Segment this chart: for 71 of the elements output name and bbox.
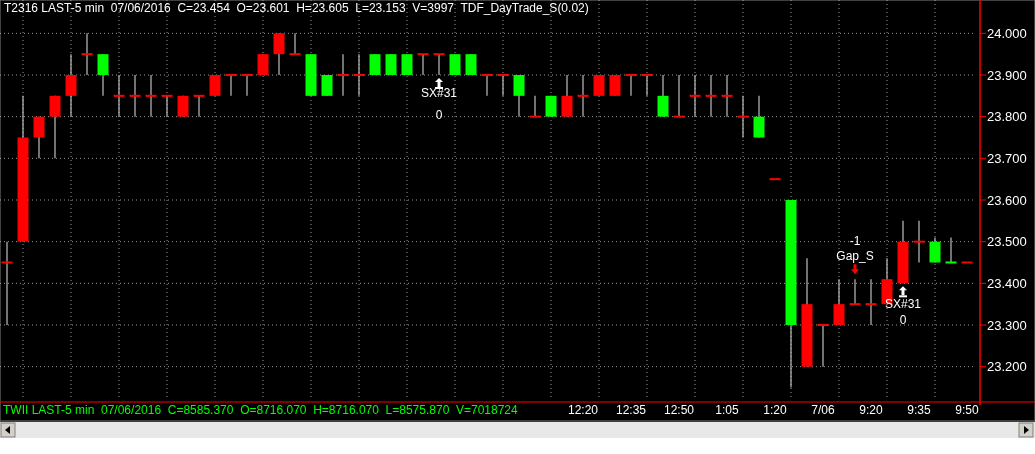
candlestick — [273, 32, 285, 76]
candlestick — [529, 95, 541, 118]
candlestick — [145, 74, 157, 118]
candlestick — [97, 53, 109, 97]
candlestick — [945, 236, 957, 264]
candlestick — [289, 32, 301, 56]
candlestick — [65, 53, 77, 118]
candlestick — [417, 53, 429, 76]
y-tick-label: 23.300 — [987, 317, 1027, 333]
candlestick — [129, 74, 141, 118]
candlestick — [737, 95, 749, 139]
y-tick-label: 23.900 — [987, 67, 1027, 83]
candlestick — [817, 324, 829, 368]
candlestick — [81, 32, 93, 76]
candlestick — [625, 74, 637, 97]
candlestick — [561, 74, 573, 118]
text: TWII LAST-5 min 07/06/2016 C=8585.370 O=8716.070 H=8716.070 L=8575.870 V=7018724 — [3, 403, 519, 417]
annotation: Gap_S — [836, 249, 874, 264]
candlestick — [913, 220, 925, 264]
candlestick — [641, 74, 653, 97]
candlestick — [209, 74, 221, 97]
annotation: SX#31 — [884, 296, 922, 311]
candlestick — [353, 53, 365, 97]
candlestick — [593, 74, 605, 97]
candlestick — [673, 74, 685, 118]
candlestick — [577, 74, 589, 118]
y-tick-label: 23.400 — [987, 275, 1027, 291]
annotation: SX#31 — [420, 86, 458, 101]
candlestick — [241, 74, 253, 97]
y-tick-label: 23.800 — [987, 109, 1027, 125]
x-tick-label: 9:20 — [859, 403, 883, 417]
x-tick-label: 1:05 — [715, 403, 739, 417]
y-tick-label: 23.700 — [987, 150, 1027, 166]
candlestick — [721, 74, 733, 118]
candlestick — [833, 278, 845, 326]
annotation: 0 — [435, 108, 443, 123]
candlestick — [113, 74, 125, 118]
candlestick — [33, 116, 45, 159]
y-tick-label: 24.000 — [987, 25, 1027, 41]
candlestick — [497, 74, 509, 97]
candlestick — [609, 74, 621, 97]
candlestick — [433, 53, 445, 76]
chart-title: T2316 LAST-5 min 07/06/2016 C=23.454 O=23.601 H=23.605 L=23.153 V=3997 TDF_DayTrade_S(0.02) — [4, 1, 589, 15]
candlestick — [849, 278, 861, 306]
candlestick — [865, 278, 877, 326]
candlestick — [753, 95, 765, 139]
candlestick — [225, 74, 237, 97]
candlestick — [705, 74, 717, 118]
annotation: -1 — [849, 234, 861, 249]
y-tick-label: 23.500 — [987, 234, 1027, 250]
y-tick-label: 23.600 — [987, 192, 1027, 208]
candlestick — [161, 94, 173, 118]
y-tick-label: 23.200 — [987, 359, 1027, 375]
candlestick — [657, 74, 669, 118]
candlestick — [49, 95, 61, 159]
candlestick — [1, 241, 13, 326]
x-tick-label: 9:50 — [955, 403, 979, 417]
x-tick-label: 12:50 — [663, 403, 695, 417]
candlestick — [481, 74, 493, 97]
x-tick-label: 12:20 — [567, 403, 599, 417]
candlestick — [513, 74, 525, 118]
candlestick — [193, 94, 205, 118]
candlestick — [929, 236, 941, 264]
x-tick-label: 9:35 — [907, 403, 931, 417]
x-tick-label: 12:35 — [615, 403, 647, 417]
annotation: 0 — [899, 312, 907, 327]
x-tick-label: 7/06 — [811, 403, 835, 417]
candlestick — [689, 74, 701, 118]
x-tick-label: 1:20 — [763, 403, 787, 417]
candlestick — [337, 53, 349, 97]
candlestick — [321, 74, 333, 97]
